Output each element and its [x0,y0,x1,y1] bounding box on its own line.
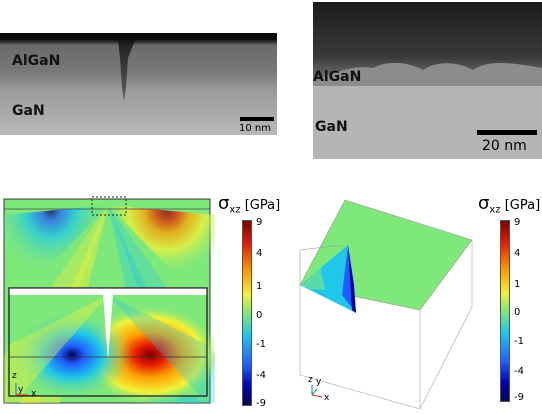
scale-bar-right-label: 20 nm [482,138,527,154]
algan-label-left: AlGaN [12,53,61,69]
colorbar-right-title: σxz [GPa] [478,193,540,216]
tem-image-right: AlGaN GaN 20 nm [313,2,542,159]
colorbar-right-tick-3: 0 [514,307,521,318]
colorbar-right-tick-4: -1 [514,336,524,347]
tem-right-graphic [313,2,542,159]
colorbar-left-sigma: σ [218,193,230,214]
axis-z-left: z [12,371,17,381]
colorbar-right-unit: [GPa] [504,198,541,213]
axis-x-right: x [324,393,330,403]
gan-label-left: GaN [12,103,45,119]
axis-y-right: y [316,377,322,387]
colorbar-right-tick-2: 1 [514,279,521,290]
colorbar-left-tick-3: 0 [256,310,263,321]
colorbar-left-unit: [GPa] [244,198,281,213]
colorbar-left-tick-0: 9 [256,217,263,228]
colorbar-left-gradient [242,220,252,406]
colorbar-right-tick-0: 9 [514,217,521,228]
axis-z-right: z [308,375,313,385]
scale-bar-left [240,117,274,121]
colorbar-left-tick-1: 4 [256,248,263,259]
colorbar-right-sigma: σ [478,193,490,214]
stress-map-3d-graphic [299,199,473,410]
colorbar-left-tick-4: -1 [256,339,266,350]
colorbar-left-sub: xz [229,204,241,216]
stress-map-2d: z y x [0,195,220,407]
colorbar-left-tick-5: -4 [256,370,266,381]
colorbar-left: σxz [GPa] 9 4 1 0 -1 -4 -9 [214,193,294,409]
tem-image-left: AlGaN GaN 10 nm [0,33,277,135]
stress-map-3d: z y x [290,195,480,410]
colorbar-right-tick-6: -9 [514,392,524,403]
colorbar-left-tick-2: 1 [256,281,263,292]
scale-bar-left-label: 10 nm [239,123,271,134]
algan-label-right: AlGaN [313,69,362,85]
colorbar-left-tick-6: -9 [256,398,266,409]
axis-x-left: x [31,389,37,399]
stress-map-2d-graphic [3,196,220,405]
gan-label-right: GaN [315,119,348,135]
colorbar-right-tick-1: 4 [514,248,521,259]
colorbar-right-gradient [500,220,510,402]
colorbar-right: σxz [GPa] 9 4 1 0 -1 -4 -9 [474,193,542,408]
tem-left-graphic [0,33,277,135]
colorbar-right-sub: xz [489,204,501,216]
scale-bar-right [477,130,537,135]
colorbar-left-title: σxz [GPa] [218,193,280,216]
colorbar-right-tick-5: -4 [514,366,524,377]
axis-y-left: y [18,385,24,395]
